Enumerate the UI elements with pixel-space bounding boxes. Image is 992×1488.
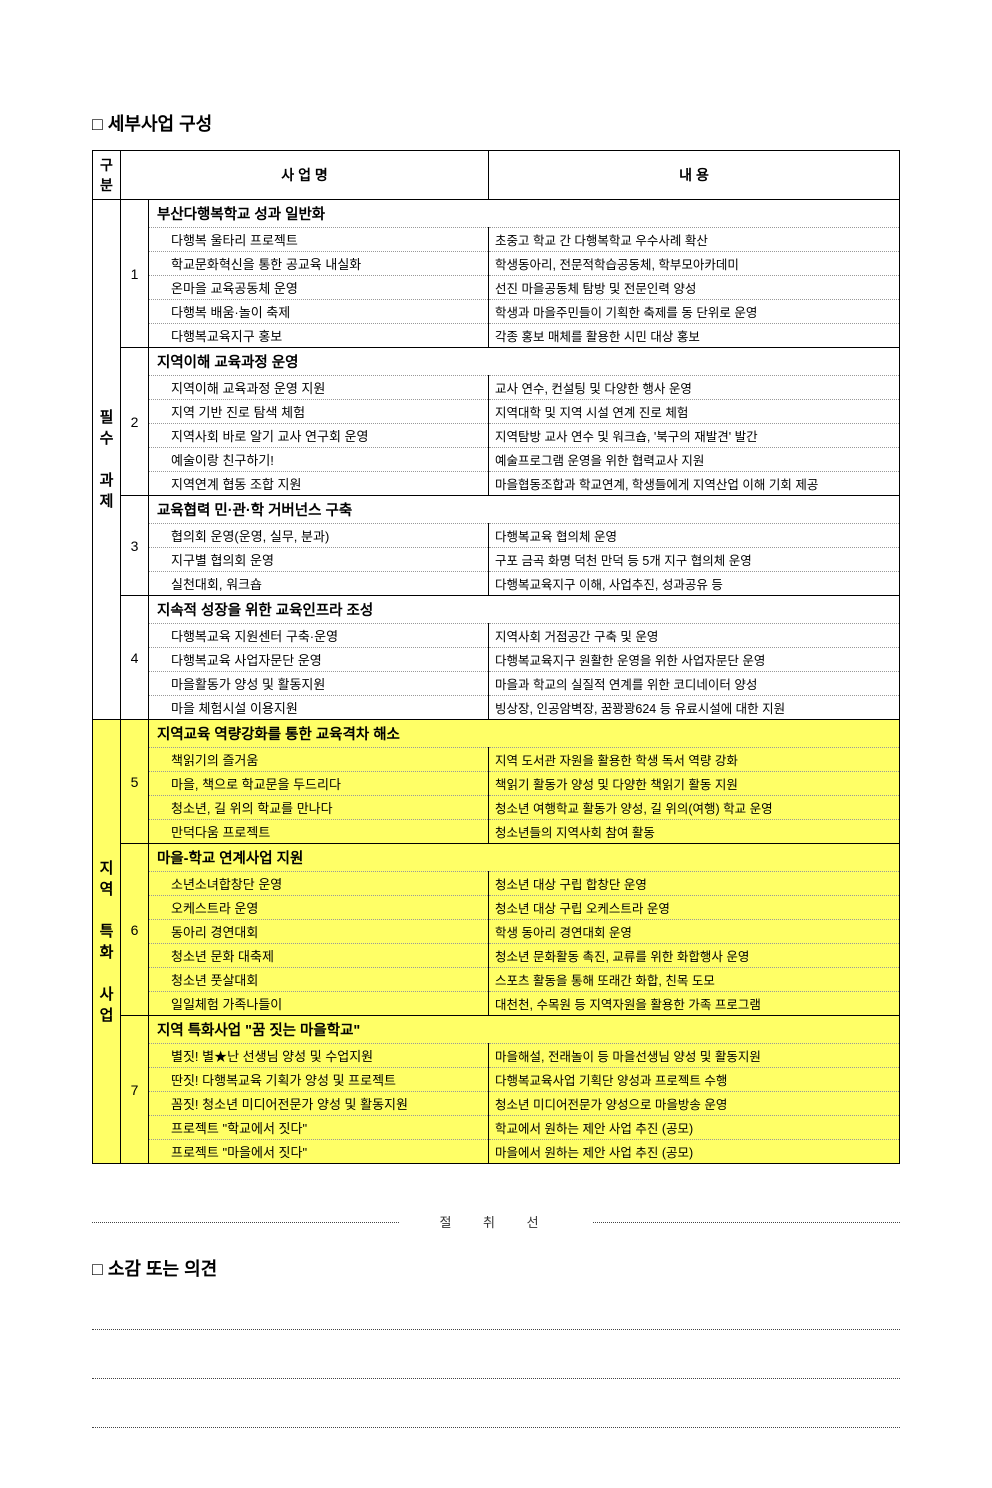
group-header: 지역 특화사업 "꿈 짓는 마을학교"	[149, 1016, 900, 1044]
item-desc: 다행복교육지구 원활한 운영을 위한 사업자문단 운영	[489, 648, 900, 672]
group-number: 4	[121, 596, 149, 720]
feedback-line	[92, 1378, 900, 1379]
item-desc: 예술프로그램 운영을 위한 협력교사 지원	[489, 448, 900, 472]
item-name: 지역 기반 진로 탐색 체험	[149, 400, 489, 424]
item-name: 온마을 교육공동체 운영	[149, 276, 489, 300]
item-desc: 다행복교육사업 기획단 양성과 프로젝트 수행	[489, 1068, 900, 1092]
item-desc: 청소년들의 지역사회 참여 활동	[489, 820, 900, 844]
item-name: 다행복교육지구 홍보	[149, 324, 489, 348]
group-header: 부산다행복학교 성과 일반화	[149, 200, 900, 228]
item-desc: 학생과 마을주민들이 기획한 축제를 동 단위로 운영	[489, 300, 900, 324]
item-name: 마을, 책으로 학교문을 두드리다	[149, 772, 489, 796]
group-number: 6	[121, 844, 149, 1016]
item-name: 일일체험 가족나들이	[149, 992, 489, 1016]
item-name: 동아리 경연대회	[149, 920, 489, 944]
feedback-line	[92, 1427, 900, 1428]
item-desc: 학교에서 원하는 제안 사업 추진 (공모)	[489, 1116, 900, 1140]
item-name: 청소년 문화 대축제	[149, 944, 489, 968]
item-name: 마을활동가 양성 및 활동지원	[149, 672, 489, 696]
header-name: 사 업 명	[121, 151, 489, 200]
item-desc: 교사 연수, 컨설팅 및 다양한 행사 운영	[489, 376, 900, 400]
item-name: 소년소녀합창단 운영	[149, 872, 489, 896]
item-name: 오케스트라 운영	[149, 896, 489, 920]
category-cell: 필수과제	[93, 200, 121, 720]
header-category: 구분	[93, 151, 121, 200]
item-name: 청소년, 길 위의 학교를 만나다	[149, 796, 489, 820]
category-cell: 지역특화사업	[93, 720, 121, 1164]
item-desc: 학생 동아리 경연대회 운영	[489, 920, 900, 944]
item-desc: 각종 홍보 매체를 활용한 시민 대상 홍보	[489, 324, 900, 348]
item-desc: 빙상장, 인공암벽장, 꿈꽝꽝624 등 유료시설에 대한 지원	[489, 696, 900, 720]
item-desc: 구포 금곡 화명 덕천 만덕 등 5개 지구 협의체 운영	[489, 548, 900, 572]
group-number: 2	[121, 348, 149, 496]
item-name: 학교문화혁신을 통한 공교육 내실화	[149, 252, 489, 276]
group-header: 지역이해 교육과정 운영	[149, 348, 900, 376]
item-name: 다행복교육 지원센터 구축·운영	[149, 624, 489, 648]
group-number: 3	[121, 496, 149, 596]
item-desc: 청소년 여행학교 활동가 양성, 길 위의(여행) 학교 운영	[489, 796, 900, 820]
item-desc: 지역 도서관 자원을 활용한 학생 독서 역량 강화	[489, 748, 900, 772]
item-name: 협의회 운영(운영, 실무, 분과)	[149, 524, 489, 548]
item-name: 꼼짓! 청소년 미디어전문가 양성 및 활동지원	[149, 1092, 489, 1116]
cut-line: 절 취 선	[92, 1212, 900, 1231]
item-name: 지역이해 교육과정 운영 지원	[149, 376, 489, 400]
item-name: 딴짓! 다행복교육 기획가 양성 및 프로젝트	[149, 1068, 489, 1092]
item-name: 다행복 울타리 프로젝트	[149, 228, 489, 252]
item-desc: 마을에서 원하는 제안 사업 추진 (공모)	[489, 1140, 900, 1164]
item-desc: 청소년 대상 구립 오케스트라 운영	[489, 896, 900, 920]
business-table: 구분 사 업 명 내 용 필수과제1부산다행복학교 성과 일반화다행복 울타리 …	[92, 150, 900, 1164]
header-desc: 내 용	[489, 151, 900, 200]
item-name: 다행복교육 사업자문단 운영	[149, 648, 489, 672]
item-desc: 마을해설, 전래놀이 등 마을선생님 양성 및 활동지원	[489, 1044, 900, 1068]
item-desc: 지역탐방 교사 연수 및 워크숍, '북구의 재발견' 발간	[489, 424, 900, 448]
item-desc: 청소년 미디어전문가 양성으로 마을방송 운영	[489, 1092, 900, 1116]
item-name: 지역사회 바로 알기 교사 연구회 운영	[149, 424, 489, 448]
item-desc: 다행복교육지구 이해, 사업추진, 성과공유 등	[489, 572, 900, 596]
group-number: 7	[121, 1016, 149, 1164]
group-number: 5	[121, 720, 149, 844]
item-desc: 청소년 대상 구립 합창단 운영	[489, 872, 900, 896]
item-name: 청소년 풋살대회	[149, 968, 489, 992]
item-desc: 학생동아리, 전문적학습공동체, 학부모아카데미	[489, 252, 900, 276]
section-title-1: 세부사업 구성	[92, 110, 900, 136]
group-header: 마을-학교 연계사업 지원	[149, 844, 900, 872]
item-name: 다행복 배움·놀이 축제	[149, 300, 489, 324]
item-name: 지구별 협의회 운영	[149, 548, 489, 572]
feedback-area	[92, 1329, 900, 1428]
item-desc: 지역사회 거점공간 구축 및 운영	[489, 624, 900, 648]
item-name: 마을 체험시설 이용지원	[149, 696, 489, 720]
group-number: 1	[121, 200, 149, 348]
item-name: 지역연계 협동 조합 지원	[149, 472, 489, 496]
feedback-line	[92, 1329, 900, 1330]
item-name: 프로젝트 "마을에서 짓다"	[149, 1140, 489, 1164]
item-name: 책읽기의 즐거움	[149, 748, 489, 772]
item-desc: 책읽기 활동가 양성 및 다양한 책읽기 활동 지원	[489, 772, 900, 796]
item-name: 실천대회, 워크숍	[149, 572, 489, 596]
item-desc: 선진 마을공동체 탐방 및 전문인력 양성	[489, 276, 900, 300]
item-desc: 마을과 학교의 실질적 연계를 위한 코디네이터 양성	[489, 672, 900, 696]
item-name: 별짓! 별★난 선생님 양성 및 수업지원	[149, 1044, 489, 1068]
item-desc: 스포츠 활동을 통해 또래간 화합, 친목 도모	[489, 968, 900, 992]
item-name: 만덕다움 프로젝트	[149, 820, 489, 844]
item-desc: 지역대학 및 지역 시설 연계 진로 체험	[489, 400, 900, 424]
item-desc: 다행복교육 협의체 운영	[489, 524, 900, 548]
item-desc: 초중고 학교 간 다행복학교 우수사례 확산	[489, 228, 900, 252]
section-title-2: 소감 또는 의견	[92, 1255, 900, 1281]
group-header: 지속적 성장을 위한 교육인프라 조성	[149, 596, 900, 624]
item-desc: 마을협동조합과 학교연계, 학생들에게 지역산업 이해 기회 제공	[489, 472, 900, 496]
item-desc: 대천천, 수목원 등 지역자원을 활용한 가족 프로그램	[489, 992, 900, 1016]
item-desc: 청소년 문화활동 촉진, 교류를 위한 화합행사 운영	[489, 944, 900, 968]
item-name: 프로젝트 "학교에서 짓다"	[149, 1116, 489, 1140]
group-header: 지역교육 역량강화를 통한 교육격차 해소	[149, 720, 900, 748]
item-name: 예술이랑 친구하기!	[149, 448, 489, 472]
group-header: 교육협력 민·관·학 거버넌스 구축	[149, 496, 900, 524]
